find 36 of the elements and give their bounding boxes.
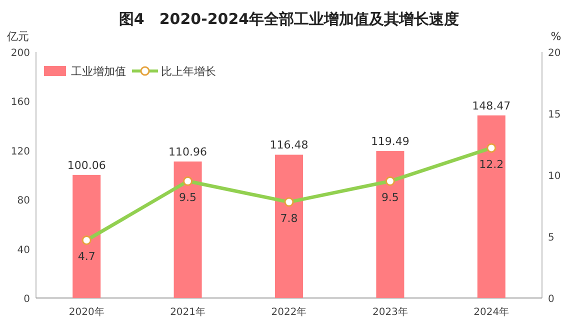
x-tick-label: 2020年 xyxy=(68,306,104,318)
data-label: 12.2 xyxy=(479,158,504,171)
y-tick-label: 80 xyxy=(17,196,30,207)
bar xyxy=(275,154,303,298)
bar xyxy=(477,115,506,298)
x-tick-label: 2021年 xyxy=(170,306,206,318)
y2-tick-label: 10 xyxy=(548,171,561,182)
bar xyxy=(376,151,404,298)
data-label: 148.47 xyxy=(472,99,511,112)
y-tick-label: 0 xyxy=(24,294,30,305)
y2-tick-label: 15 xyxy=(548,110,561,120)
chart-title: 图4 2020-2024年全部工业增加值及其增长速度 xyxy=(118,10,460,28)
data-label: 119.49 xyxy=(370,135,410,148)
data-label: 9.5 xyxy=(179,191,197,204)
y-tick-label: 120 xyxy=(10,146,30,158)
y2-tick-label: 20 xyxy=(548,48,561,59)
data-label: 110.96 xyxy=(168,146,208,159)
x-tick-label: 2023年 xyxy=(372,306,408,318)
y-tick-label: 160 xyxy=(10,97,30,108)
data-label: 7.8 xyxy=(280,212,298,226)
y2-tick-label: 0 xyxy=(548,294,554,305)
data-label: 116.48 xyxy=(270,138,308,152)
y2-tick-label: 5 xyxy=(548,232,554,244)
legend-label: 比上年增长 xyxy=(161,65,216,78)
y-tick-label: 40 xyxy=(17,244,30,256)
data-label: 4.7 xyxy=(78,250,96,264)
data-label: 100.06 xyxy=(67,158,106,172)
bar xyxy=(174,162,202,298)
legend-label: 工业增加值 xyxy=(71,65,126,78)
data-label: 9.5 xyxy=(381,191,399,204)
x-tick-label: 2022年 xyxy=(271,306,307,318)
y-axis-title: 亿元 xyxy=(6,30,29,43)
y-tick-label: 200 xyxy=(10,48,30,59)
x-tick-label: 2024年 xyxy=(474,306,510,318)
y2-axis-title: % xyxy=(550,30,562,43)
bar xyxy=(72,174,101,298)
